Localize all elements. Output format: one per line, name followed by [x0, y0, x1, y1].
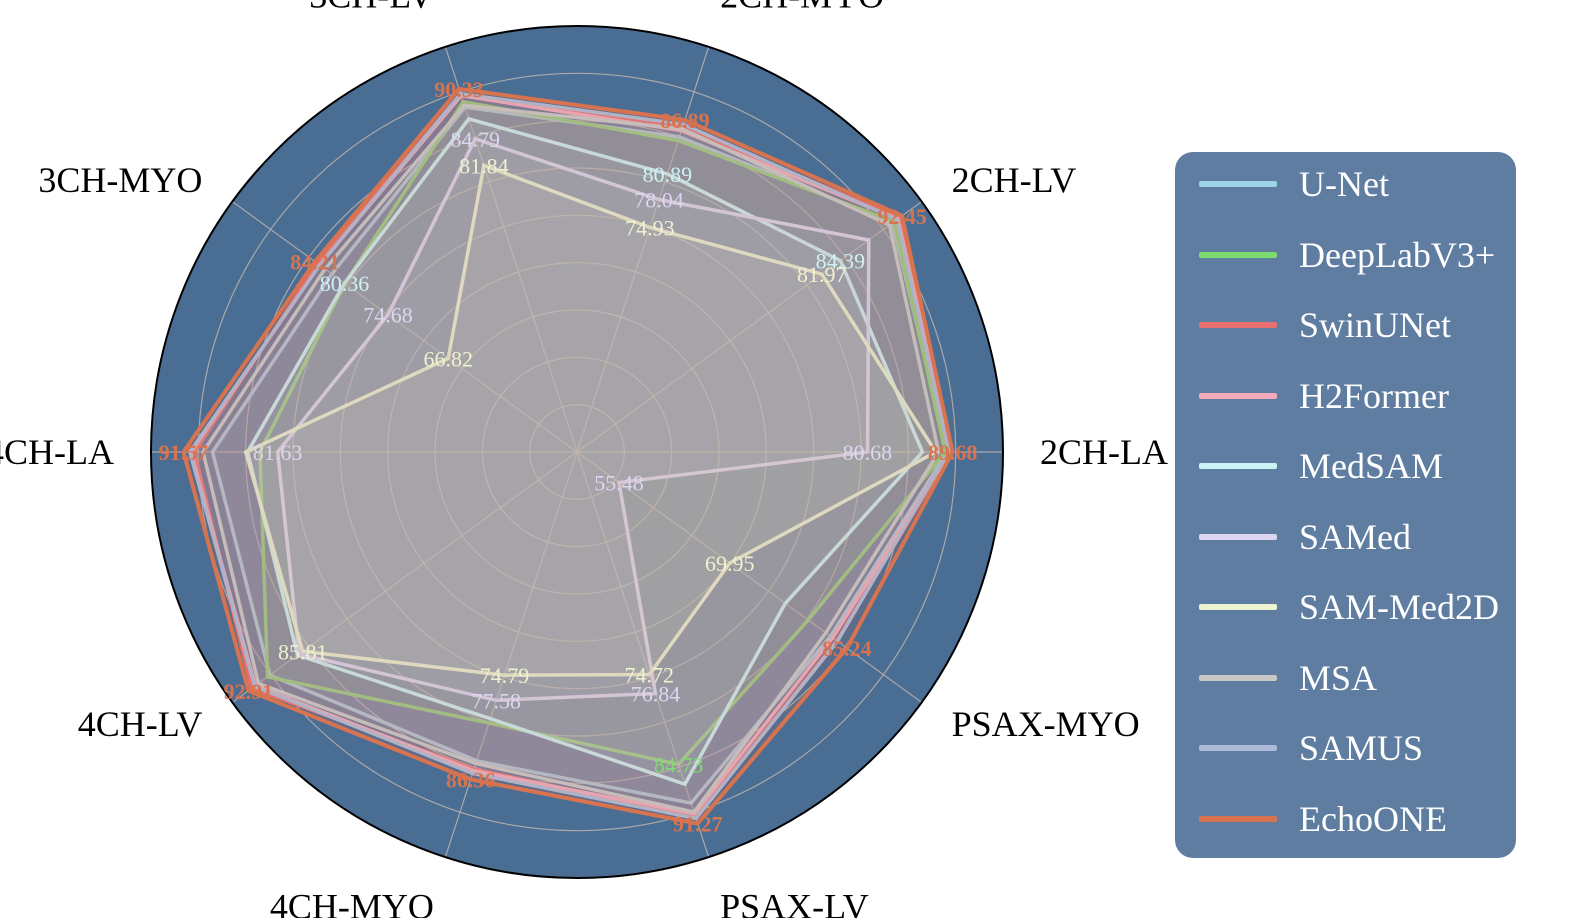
- axis-label-3ch-lv: 3CH-LV: [309, 0, 434, 16]
- value-label: 86.89: [660, 108, 710, 133]
- legend-label: H2Former: [1299, 375, 1449, 416]
- legend-label: SAMed: [1299, 516, 1412, 557]
- grid-spoke: [232, 201, 578, 453]
- value-label: 55.48: [594, 471, 644, 496]
- value-label: 81.63: [253, 440, 303, 465]
- value-label: 80.89: [643, 162, 693, 187]
- value-label: 69.95: [705, 551, 755, 576]
- legend-label: U-Net: [1299, 164, 1389, 204]
- legend-item: U-Net: [1199, 164, 1389, 204]
- legend: U-Net DeepLabV3+ SwinUNet H2Former MedSAM SAM…: [1175, 152, 1516, 858]
- legend-label: MSA: [1299, 657, 1378, 698]
- legend-swatch: [1199, 392, 1277, 399]
- legend-swatch: [1199, 181, 1277, 187]
- legend-item: EchoONE: [1199, 799, 1447, 839]
- legend-label: MedSAM: [1299, 446, 1444, 486]
- grid-spoke: [576, 46, 710, 453]
- value-label: 74.79: [480, 663, 530, 688]
- value-label: 74.68: [363, 303, 413, 328]
- value-label: 74.93: [625, 216, 675, 241]
- legend-swatch: [1199, 533, 1277, 540]
- value-label: 80.36: [320, 271, 370, 296]
- value-label: 85.81: [278, 639, 328, 664]
- value-label: 89.68: [928, 440, 978, 465]
- legend-label: SwinUNet: [1299, 305, 1451, 345]
- legend-label: DeepLabV3+: [1299, 234, 1496, 275]
- value-label: 84.39: [816, 249, 866, 274]
- series-msa: [201, 103, 941, 815]
- axis-label-4ch-myo: 4CH-MYO: [270, 886, 434, 918]
- legend-label: SAMUS: [1299, 728, 1424, 768]
- legend-item: MedSAM: [1199, 446, 1443, 486]
- value-label: 91.57: [159, 440, 209, 465]
- value-label: 84.21: [290, 250, 340, 275]
- axis-labels: 2CH-LA 2CH-LV 2CH-MYO 3CH-LV 3CH-MYO 4CH-LA 4C…: [0, 0, 1168, 918]
- legend-swatch: [1199, 674, 1277, 681]
- value-label: 81.84: [459, 153, 509, 178]
- series-samus: [187, 91, 951, 821]
- value-label: 76.84: [631, 682, 681, 707]
- legend-label: SAM-Med2D: [1299, 587, 1500, 627]
- series-u-net: [210, 105, 949, 806]
- value-label: 80.68: [843, 440, 893, 465]
- grid-spoke: [444, 451, 578, 858]
- axis-label-2ch-myo: 2CH-MYO: [720, 0, 884, 16]
- grid-spoke: [576, 201, 922, 453]
- legend-swatch: [1199, 745, 1277, 751]
- value-label: 91.27: [673, 812, 723, 837]
- axis-label-4ch-lv: 4CH-LV: [78, 704, 203, 744]
- axis-label-2ch-lv: 2CH-LV: [952, 160, 1077, 200]
- legend-item: DeepLabV3+: [1199, 235, 1495, 275]
- legend-item: H2Former: [1199, 376, 1449, 416]
- value-label: 74.72: [625, 663, 675, 688]
- value-label: 66.82: [423, 346, 473, 371]
- legend-swatch: [1199, 463, 1277, 469]
- plot-outline: [150, 25, 1004, 879]
- value-label: 90.33: [434, 77, 484, 102]
- legend-item: SwinUNet: [1199, 305, 1451, 345]
- value-label: 77.58: [472, 688, 522, 713]
- legend-item: SAMed: [1199, 517, 1411, 557]
- legend-label: EchoONE: [1299, 798, 1447, 839]
- legend-swatch: [1199, 604, 1277, 610]
- legend-swatch: [1199, 251, 1277, 258]
- value-label: 81.97: [797, 262, 847, 287]
- legend-item: SAM-Med2D: [1199, 587, 1499, 627]
- series-sam-med2d: [243, 162, 939, 677]
- value-label: 86.36: [446, 767, 496, 792]
- axis-label-4ch-la: 4CH-LA: [0, 432, 114, 472]
- grid-spoke: [576, 451, 710, 858]
- value-label: 78.04: [634, 188, 684, 213]
- value-label: 92.91: [224, 679, 274, 704]
- legend-swatch: [1199, 322, 1277, 328]
- grid-spoke: [444, 46, 578, 453]
- series-echoone: [181, 86, 955, 826]
- series-layer: [181, 86, 955, 826]
- series-samed: [275, 136, 871, 703]
- axis-label-psax-lv: PSAX-LV: [720, 886, 869, 918]
- legend-item: MSA: [1199, 658, 1377, 698]
- axis-label-2ch-la: 2CH-LA: [1040, 432, 1168, 472]
- axis-label-psax-myo: PSAX-MYO: [952, 704, 1140, 744]
- legend-swatch: [1199, 815, 1277, 822]
- legend-item: SAMUS: [1199, 728, 1423, 768]
- value-label: 85.24: [822, 636, 872, 661]
- grid-spoke: [232, 451, 578, 703]
- grid-spoke: [576, 451, 922, 703]
- value-label: 84.73: [654, 753, 704, 778]
- value-label: 92.45: [877, 204, 927, 229]
- value-label: 84.79: [450, 127, 500, 152]
- axis-label-3ch-myo: 3CH-MYO: [38, 160, 202, 200]
- radial-grid: [151, 46, 1003, 858]
